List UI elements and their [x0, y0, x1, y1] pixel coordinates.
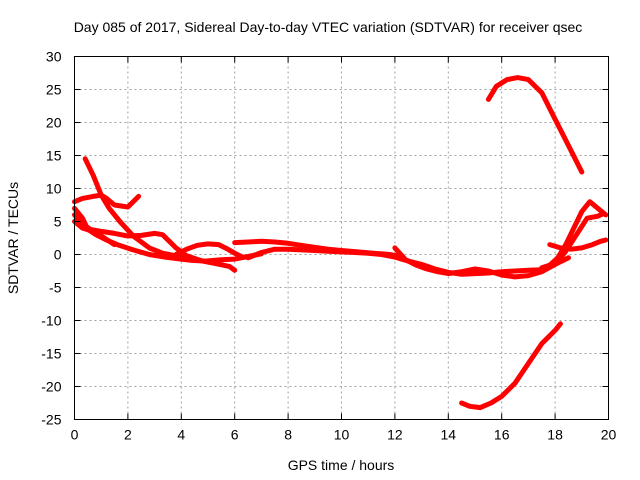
x-axis-label: GPS time / hours [288, 457, 395, 473]
series-track-13 [459, 321, 563, 411]
chart-title: Day 085 of 2017, Sidereal Day-to-day VTE… [74, 19, 583, 35]
x-tick-label: 0 [71, 427, 79, 443]
series-track-4 [72, 205, 264, 264]
x-tick-label: 12 [387, 427, 403, 443]
y-axis-label: SDTVAR / TECUs [5, 182, 21, 294]
series-track-11 [539, 199, 609, 271]
y-tick-label: 10 [46, 181, 62, 197]
y-tick-label: 25 [46, 82, 62, 98]
x-tick-label: 4 [177, 427, 185, 443]
series-track-12 [485, 75, 585, 175]
series-track-5 [82, 156, 190, 261]
series-track-10 [547, 237, 609, 252]
y-tick-label: -10 [41, 313, 61, 329]
x-tick-label: 16 [494, 427, 510, 443]
y-tick-label: -25 [41, 412, 61, 428]
y-tick-label: -15 [41, 346, 61, 362]
x-tick-label: 14 [441, 427, 457, 443]
y-tick-label: -20 [41, 379, 61, 395]
y-tick-label: 20 [46, 115, 62, 131]
series-track-9 [392, 211, 606, 280]
y-tick-label: 30 [46, 49, 62, 65]
y-tick-label: 0 [54, 247, 62, 263]
y-tick-label: 15 [46, 148, 62, 164]
x-tick-label: 8 [284, 427, 292, 443]
y-tick-label: -5 [49, 280, 62, 296]
x-tick-label: 20 [601, 427, 617, 443]
x-tick-label: 2 [124, 427, 132, 443]
x-tick-label: 6 [231, 427, 239, 443]
x-tick-label: 18 [547, 427, 563, 443]
series-track-6 [173, 241, 246, 260]
axis-ticks: 0 2 4 6 8 10 12 14 16 18 20 -25 -20 -15 -10 -5 0 5 10 15 20 2… [41, 49, 616, 443]
series-group [72, 75, 609, 411]
x-tick-label: 10 [334, 427, 350, 443]
y-tick-label: 5 [54, 214, 62, 230]
